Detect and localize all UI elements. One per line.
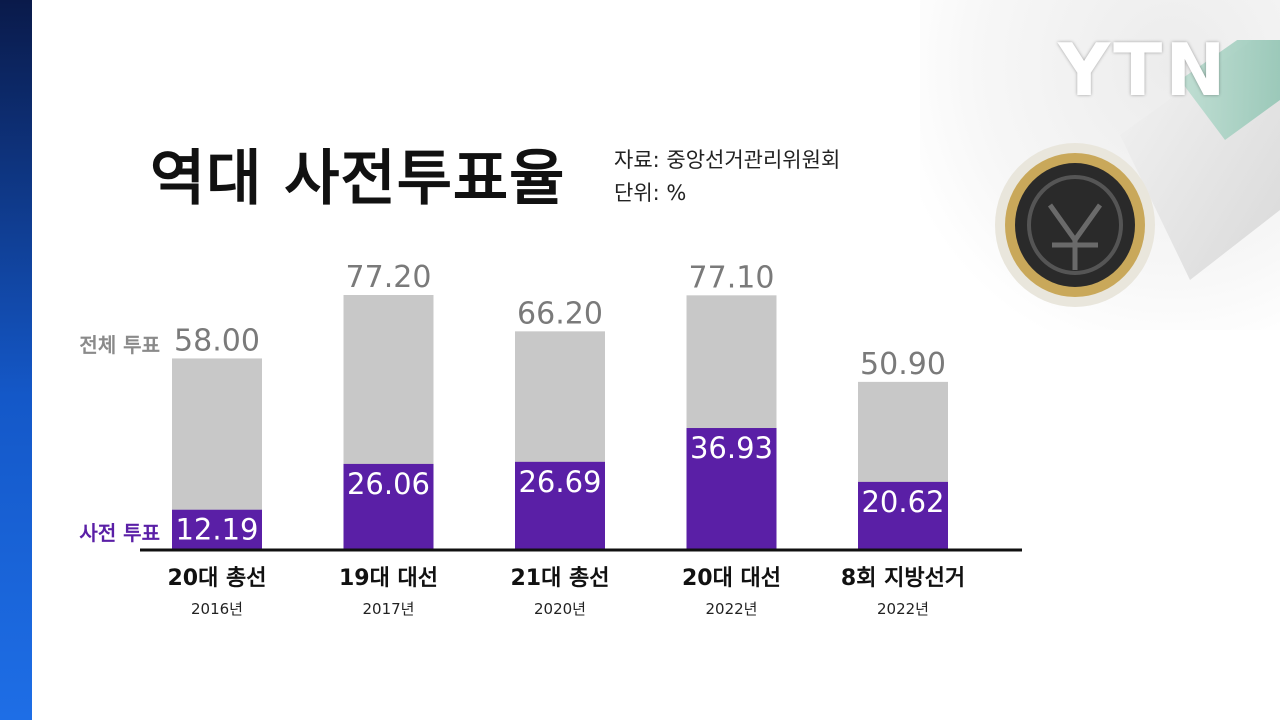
category-year-2: 2017년 [363,600,415,618]
unit-note: 단위: % [614,181,687,205]
bars-layer [172,295,948,550]
bar-early-3 [515,461,605,550]
source-note: 자료: 중앙선거관리위원회 [614,148,841,172]
page-title: 역대 사전투표율 [150,144,566,214]
value-label-early-3: 26.69 [518,465,601,499]
ytn-logo: YTN [1058,28,1229,112]
legend-total-label: 전체 투표 [79,333,160,357]
value-label-total-2: 77.20 [346,260,432,295]
category-year-4: 2022년 [706,600,758,618]
bar-early-1 [172,509,262,550]
value-label-total-3: 66.20 [517,296,603,331]
category-year-5: 2022년 [877,600,929,618]
category-year-1: 2016년 [191,600,243,618]
bar-early-4 [686,428,777,550]
bar-early-2 [343,463,434,550]
legend-early-label: 사전 투표 [79,521,160,545]
seal-stamp-image [995,40,1280,307]
category-label-3: 21대 총선 [511,566,610,591]
category-label-1: 20대 총선 [168,566,267,591]
value-label-early-2: 26.06 [347,467,430,501]
chart-meta: 자료: 중앙선거관리위원회 단위: % [614,144,840,210]
bar-early-5 [858,481,948,550]
labels-layer: 58.00 12.19 20대 총선 2016년 77.20 26.06 19대 대선 201… [79,260,965,618]
left-accent-band [0,0,32,720]
category-label-2: 19대 대선 [339,566,438,591]
value-label-total-5: 50.90 [860,347,946,382]
value-label-total-1: 58.00 [174,323,260,358]
value-label-early-1: 12.19 [175,513,258,547]
value-label-early-5: 20.62 [861,485,944,519]
value-label-total-4: 77.10 [689,260,775,295]
category-year-3: 2020년 [534,600,586,618]
category-label-5: 8회 지방선거 [841,566,965,591]
value-label-early-4: 36.93 [690,431,773,465]
category-label-4: 20대 대선 [682,566,781,591]
